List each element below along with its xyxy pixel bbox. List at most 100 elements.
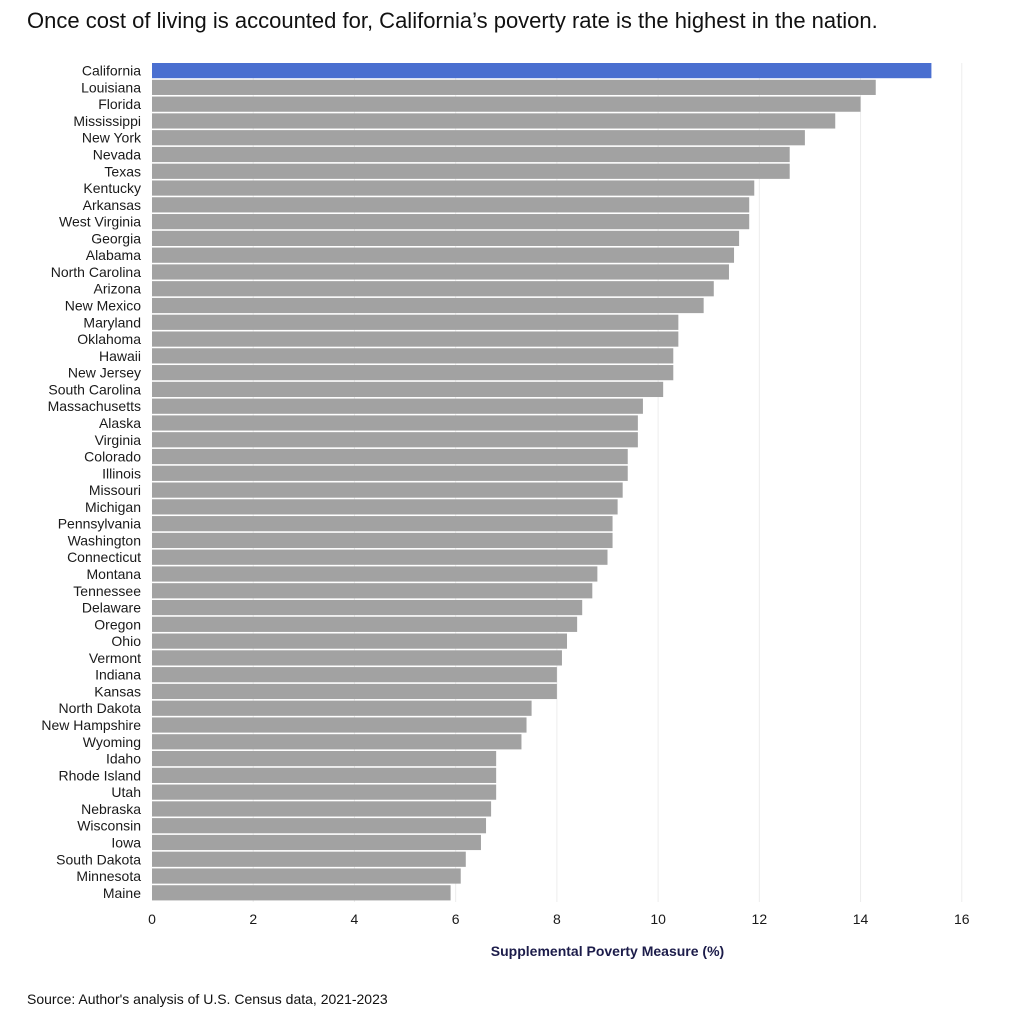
bar-utah <box>152 784 497 800</box>
category-label: Arkansas <box>83 197 141 213</box>
bar-maryland <box>152 314 679 330</box>
category-label: Maine <box>103 885 141 901</box>
category-label: Michigan <box>85 499 141 515</box>
bar-arizona <box>152 281 714 297</box>
category-label: Texas <box>104 163 141 179</box>
category-label: Georgia <box>91 230 141 246</box>
category-label: Minnesota <box>76 868 141 884</box>
bar-minnesota <box>152 868 461 884</box>
bar-missouri <box>152 482 623 498</box>
bar-montana <box>152 566 598 582</box>
category-label: Indiana <box>95 667 141 683</box>
category-label: California <box>82 63 141 79</box>
bar-wyoming <box>152 734 522 750</box>
bar-tennessee <box>152 583 593 599</box>
x-axis-label: Supplemental Poverty Measure (%) <box>490 943 725 959</box>
x-tick-label: 0 <box>148 911 156 927</box>
category-label: Louisiana <box>81 79 141 95</box>
chart-title: Once cost of living is accounted for, Ca… <box>27 8 878 33</box>
category-label: Arizona <box>94 281 142 297</box>
bar-new-york <box>152 130 805 146</box>
bar-rhode-island <box>152 767 497 783</box>
bar-new-hampshire <box>152 717 527 733</box>
bar-hawaii <box>152 348 674 364</box>
bar-south-carolina <box>152 381 664 398</box>
bar-alabama <box>152 247 735 263</box>
x-tick-label: 14 <box>853 911 869 927</box>
category-label: Nevada <box>93 147 141 163</box>
x-tick-label: 16 <box>954 911 970 927</box>
bar-nevada <box>152 146 790 163</box>
category-label: New Hampshire <box>41 717 141 733</box>
category-label: West Virginia <box>59 214 141 230</box>
category-label: New Mexico <box>65 298 141 314</box>
category-label: Maryland <box>83 314 141 330</box>
bar-wisconsin <box>152 818 487 834</box>
bar-louisiana <box>152 79 876 95</box>
category-label: Wisconsin <box>77 818 141 834</box>
bar-indiana <box>152 667 557 683</box>
x-tick-label: 10 <box>650 911 666 927</box>
bar-connecticut <box>152 549 608 565</box>
category-label: Virginia <box>95 432 142 448</box>
x-tick-labels: 024681012141618 <box>148 911 970 927</box>
bar-south-dakota <box>152 851 466 867</box>
bar-iowa <box>152 834 481 851</box>
bar-delaware <box>152 599 583 616</box>
category-label: New York <box>82 130 142 146</box>
category-label: Montana <box>87 566 142 582</box>
category-label: Oregon <box>94 616 141 632</box>
category-label: South Dakota <box>56 851 141 867</box>
x-tick-label: 12 <box>752 911 768 927</box>
category-label: Massachusetts <box>48 398 141 414</box>
bar-michigan <box>152 499 618 515</box>
bar-arkansas <box>152 197 750 213</box>
category-label: Connecticut <box>67 549 141 565</box>
category-label: New Jersey <box>68 365 141 381</box>
bar-new-jersey <box>152 365 674 381</box>
bar-alaska <box>152 415 638 431</box>
x-tick-label: 4 <box>351 911 359 927</box>
bar-kansas <box>152 683 557 700</box>
category-label: Illinois <box>102 465 141 481</box>
category-label: Utah <box>111 784 141 800</box>
category-label: Delaware <box>82 600 141 616</box>
bar-georgia <box>152 230 740 246</box>
bar-massachusetts <box>152 398 643 414</box>
category-label: Oklahoma <box>77 331 141 347</box>
x-tick-label: 2 <box>249 911 257 927</box>
category-label: Kansas <box>94 683 141 699</box>
bars <box>152 63 932 901</box>
category-label: Tennessee <box>73 583 141 599</box>
bar-north-carolina <box>152 264 729 280</box>
bar-idaho <box>152 750 497 767</box>
category-label: Wyoming <box>83 734 141 750</box>
category-label: Iowa <box>111 834 141 850</box>
bar-new-mexico <box>152 297 704 314</box>
category-label: Alabama <box>86 247 141 263</box>
bar-illinois <box>152 465 628 481</box>
category-label: South Carolina <box>48 381 141 397</box>
category-labels: CaliforniaLouisianaFloridaMississippiNew… <box>41 63 142 901</box>
bar-virginia <box>152 432 638 448</box>
category-label: Alaska <box>99 415 141 431</box>
bar-north-dakota <box>152 700 532 716</box>
category-label: Nebraska <box>81 801 141 817</box>
bar-oregon <box>152 616 578 632</box>
x-tick-label: 8 <box>553 911 561 927</box>
bar-florida <box>152 96 861 112</box>
category-label: Kentucky <box>83 180 141 196</box>
bar-oklahoma <box>152 331 679 347</box>
bar-mississippi <box>152 113 836 129</box>
bar-washington <box>152 532 613 549</box>
bar-west-virginia <box>152 214 750 230</box>
category-label: Rhode Island <box>58 767 141 783</box>
category-label: Hawaii <box>99 348 141 364</box>
bar-texas <box>152 163 790 179</box>
category-label: Vermont <box>89 650 141 666</box>
category-label: Ohio <box>111 633 141 649</box>
bar-california <box>152 63 932 79</box>
category-label: Pennsylvania <box>58 516 141 532</box>
category-label: North Dakota <box>59 700 142 716</box>
